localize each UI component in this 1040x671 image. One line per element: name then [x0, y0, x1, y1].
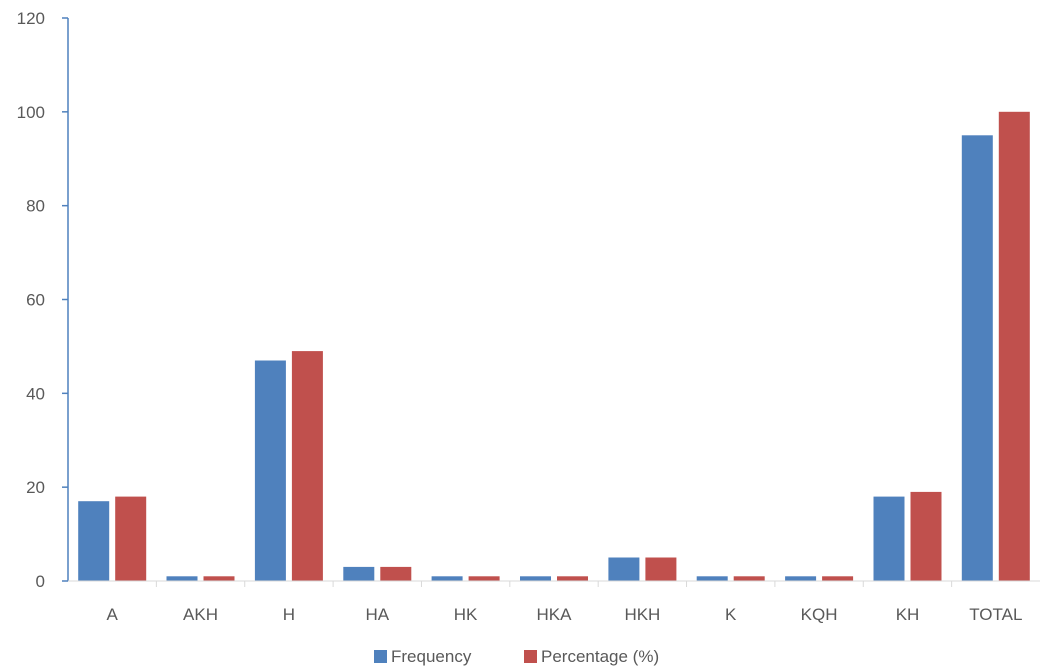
x-tick-label: KH: [896, 605, 920, 624]
bar-frequency-akh: [166, 576, 198, 581]
bar-frequency-k: [696, 576, 728, 581]
legend-swatch: [374, 650, 387, 663]
legend-label: Frequency: [391, 647, 472, 666]
bars: [78, 111, 1030, 582]
x-tick-label: KQH: [801, 605, 838, 624]
bar-percentage-k: [733, 576, 765, 581]
bar-frequency-total: [961, 135, 993, 582]
x-tick-label: HK: [454, 605, 478, 624]
x-tick-label: K: [725, 605, 737, 624]
legend-swatch: [524, 650, 537, 663]
bar-percentage-akh: [203, 576, 235, 581]
legend: Frequency Percentage (%): [374, 647, 659, 666]
y-tick-label: 60: [26, 291, 45, 310]
bar-percentage-kh: [910, 491, 942, 581]
y-tick-label: 120: [17, 9, 45, 28]
bar-frequency-hk: [431, 576, 463, 581]
bar-frequency-kqh: [785, 576, 817, 581]
bar-percentage-hk: [468, 576, 500, 581]
y-tick-label: 100: [17, 103, 45, 122]
bar-frequency-kh: [873, 496, 905, 581]
bar-frequency-hkh: [608, 557, 640, 581]
x-axis-ticks: A AKH H HA HK HKA HKH K KQH KH TOTAL: [107, 581, 1022, 624]
bar-percentage-h: [291, 351, 323, 581]
x-tick-label: HKA: [537, 605, 573, 624]
bar-percentage-ha: [380, 566, 412, 581]
bar-percentage-kqh: [822, 576, 854, 581]
bar-frequency-a: [78, 501, 110, 581]
y-axis-ticks: 0 20 40 60 80 100 120: [17, 9, 68, 591]
bar-frequency-ha: [343, 566, 375, 581]
bar-percentage-total: [998, 111, 1030, 582]
y-tick-label: 20: [26, 478, 45, 497]
bar-percentage-hkh: [645, 557, 677, 581]
bar-frequency-h: [254, 360, 286, 581]
x-tick-label: HKH: [624, 605, 660, 624]
bar-percentage-hka: [557, 576, 588, 581]
x-tick-label: A: [107, 605, 119, 624]
x-tick-label: AKH: [183, 605, 218, 624]
y-tick-label: 40: [26, 384, 45, 403]
y-tick-label: 0: [36, 572, 45, 591]
bar-percentage-a: [115, 496, 147, 581]
legend-label: Percentage (%): [541, 647, 659, 666]
bar-frequency-hka: [520, 576, 551, 581]
y-tick-label: 80: [26, 197, 45, 216]
x-tick-label: HA: [365, 605, 389, 624]
x-tick-label: H: [283, 605, 295, 624]
x-tick-label: TOTAL: [969, 605, 1022, 624]
